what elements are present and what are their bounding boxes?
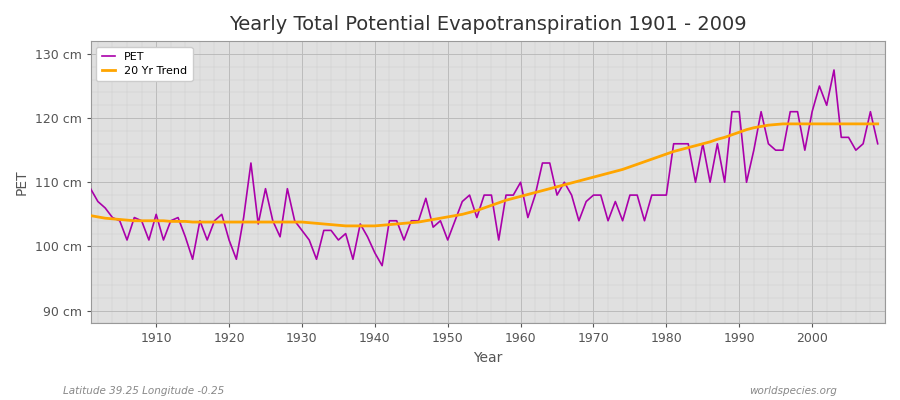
Line: PET: PET [91,70,878,266]
20 Yr Trend [143,218,154,223]
Y-axis label: PET: PET [15,170,29,195]
X-axis label: Year: Year [473,351,502,365]
PET [304,238,315,242]
Text: Latitude 39.25 Longitude -0.25: Latitude 39.25 Longitude -0.25 [63,386,224,396]
Title: Yearly Total Potential Evapotranspiration 1901 - 2009: Yearly Total Potential Evapotranspiratio… [229,15,747,34]
20 Yr Trend [872,122,883,126]
PET [610,199,621,204]
20 Yr Trend [778,122,788,126]
PET [523,215,534,220]
PET [347,257,358,262]
20 Yr Trend [304,220,315,225]
PET [829,68,840,72]
PET [872,141,883,146]
20 Yr Trend [610,169,621,174]
PET [86,186,96,191]
20 Yr Trend [355,224,365,228]
PET [143,238,154,242]
Text: worldspecies.org: worldspecies.org [749,386,837,396]
20 Yr Trend [340,224,351,228]
20 Yr Trend [86,213,96,218]
20 Yr Trend [523,192,534,197]
Line: 20 Yr Trend: 20 Yr Trend [91,124,878,226]
Legend: PET, 20 Yr Trend: PET, 20 Yr Trend [96,47,193,81]
PET [515,180,526,185]
20 Yr Trend [515,194,526,199]
PET [377,263,388,268]
